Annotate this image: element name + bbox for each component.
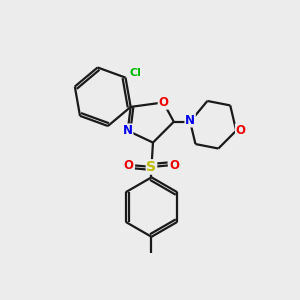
Text: N: N (123, 124, 133, 137)
Text: O: O (158, 96, 168, 109)
Text: O: O (124, 159, 134, 172)
Text: O: O (236, 124, 246, 137)
Text: Cl: Cl (130, 68, 142, 78)
Text: N: N (185, 114, 195, 127)
Text: O: O (169, 159, 179, 172)
Text: S: S (146, 160, 157, 174)
